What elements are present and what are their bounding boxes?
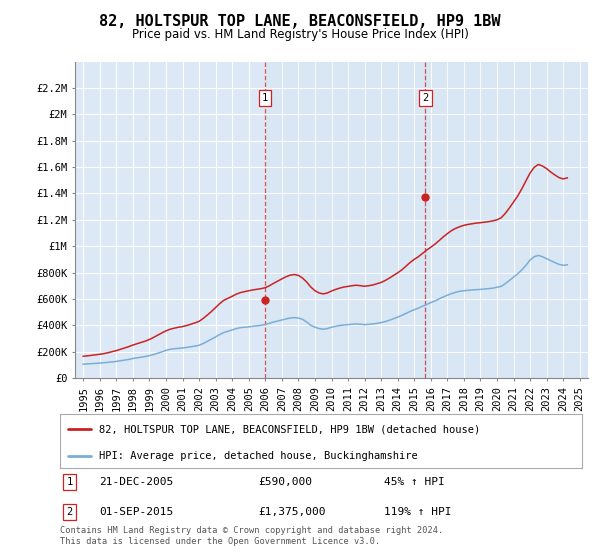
Text: Contains HM Land Registry data © Crown copyright and database right 2024.
This d: Contains HM Land Registry data © Crown c… [60,526,443,546]
Bar [265,62,425,378]
Text: £590,000: £590,000 [259,477,313,487]
Text: 1: 1 [66,477,73,487]
Text: £1,375,000: £1,375,000 [259,507,326,517]
Bar [425,62,588,378]
Text: 01-SEP-2015: 01-SEP-2015 [99,507,173,517]
Text: 119% ↑ HPI: 119% ↑ HPI [383,507,451,517]
Text: 2: 2 [422,93,428,103]
Text: 1: 1 [262,93,268,103]
Text: 2: 2 [66,507,73,517]
Text: Price paid vs. HM Land Registry's House Price Index (HPI): Price paid vs. HM Land Registry's House … [131,28,469,41]
Text: HPI: Average price, detached house, Buckinghamshire: HPI: Average price, detached house, Buck… [99,451,418,461]
Text: 45% ↑ HPI: 45% ↑ HPI [383,477,445,487]
Text: 82, HOLTSPUR TOP LANE, BEACONSFIELD, HP9 1BW: 82, HOLTSPUR TOP LANE, BEACONSFIELD, HP9… [99,14,501,29]
Text: 82, HOLTSPUR TOP LANE, BEACONSFIELD, HP9 1BW (detached house): 82, HOLTSPUR TOP LANE, BEACONSFIELD, HP9… [99,424,481,435]
Text: 21-DEC-2005: 21-DEC-2005 [99,477,173,487]
